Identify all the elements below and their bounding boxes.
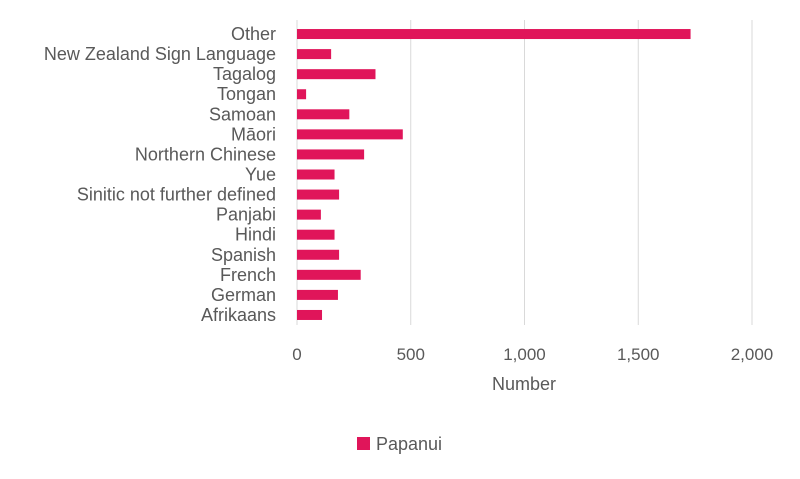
bar	[297, 149, 365, 160]
bar	[297, 269, 361, 280]
gridlines	[296, 20, 753, 325]
bar	[297, 209, 321, 220]
category-label: Māori	[231, 124, 276, 144]
category-label: Afrikaans	[201, 305, 276, 325]
legend-swatch-papanui	[357, 437, 370, 450]
bar	[297, 249, 340, 260]
bar	[297, 89, 307, 100]
category-label: Tongan	[217, 84, 276, 104]
bar	[297, 189, 340, 200]
legend: Papanui	[357, 434, 442, 454]
category-label: Tagalog	[213, 64, 276, 84]
x-tick-label: 500	[397, 345, 425, 364]
x-tick-labels: 0 500 1,000 1,500 2,000	[292, 345, 773, 364]
category-label: Yue	[245, 165, 276, 185]
bars	[297, 29, 691, 320]
category-label: Northern Chinese	[135, 144, 276, 164]
category-label: Hindi	[235, 225, 276, 245]
bar	[297, 289, 338, 300]
category-label: Other	[231, 24, 276, 44]
category-label: Spanish	[211, 245, 276, 265]
bar	[297, 109, 350, 120]
category-label: Panjabi	[216, 205, 276, 225]
bar	[297, 69, 376, 80]
bar	[297, 49, 332, 60]
x-tick-label: 1,000	[503, 345, 546, 364]
category-label: French	[220, 265, 276, 285]
legend-label-papanui: Papanui	[376, 434, 442, 454]
bar	[297, 29, 691, 40]
x-axis-title: Number	[492, 374, 556, 394]
bar	[297, 309, 323, 320]
bar	[297, 129, 403, 140]
category-label: German	[211, 285, 276, 305]
category-label: Samoan	[209, 104, 276, 124]
category-label: New Zealand Sign Language	[44, 44, 276, 64]
x-tick-label: 1,500	[617, 345, 660, 364]
category-label: Sinitic not further defined	[77, 185, 276, 205]
bar	[297, 229, 335, 240]
x-tick-label: 0	[292, 345, 301, 364]
bar	[297, 169, 335, 180]
x-tick-label: 2,000	[731, 345, 774, 364]
